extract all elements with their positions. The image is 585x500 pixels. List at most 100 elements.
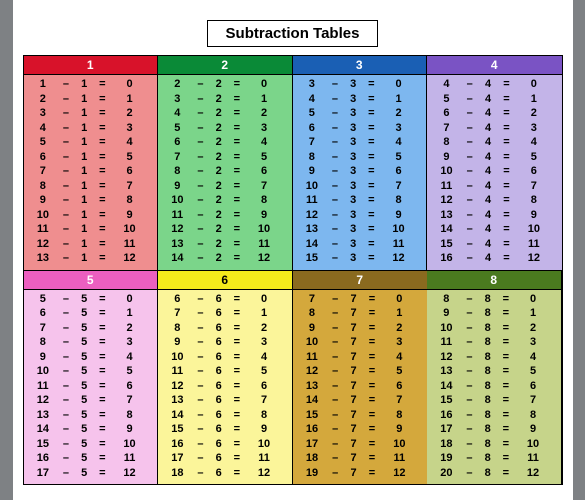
minuend: 8 xyxy=(299,150,326,165)
operator: – xyxy=(460,135,480,150)
subtrahend: 7 xyxy=(345,437,362,452)
result: 3 xyxy=(112,335,151,350)
minuend: 6 xyxy=(433,106,460,121)
minuend: 13 xyxy=(164,393,191,408)
subtrahend: 5 xyxy=(76,451,93,466)
table-row: 6–5=1 xyxy=(24,306,158,321)
result: 8 xyxy=(112,408,151,423)
table-row: 6–6=0 xyxy=(158,292,292,307)
table-row: 12–3=9 xyxy=(293,208,427,223)
result: 1 xyxy=(247,92,286,107)
equals: = xyxy=(497,251,517,266)
result: 4 xyxy=(247,135,286,150)
table-row: 6–1=5 xyxy=(24,150,158,165)
operator: – xyxy=(56,222,75,237)
table-row: 16–7=9 xyxy=(293,422,428,437)
table-row: 8–5=3 xyxy=(24,335,158,350)
panel-body: 7–7=08–7=19–7=210–7=311–7=412–7=513–7=61… xyxy=(293,290,428,485)
table-panel-4: 44–4=05–4=16–4=27–4=38–4=49–4=510–4=611–… xyxy=(427,56,562,270)
table-row: 9–8=1 xyxy=(427,306,561,321)
subtrahend: 4 xyxy=(480,179,497,194)
table-row: 14–5=9 xyxy=(24,422,158,437)
result: 0 xyxy=(112,292,151,307)
operator: – xyxy=(460,92,480,107)
operator: – xyxy=(56,437,75,452)
minuend: 16 xyxy=(433,408,460,423)
operator: – xyxy=(325,237,344,252)
minuend: 10 xyxy=(30,208,57,223)
equals: = xyxy=(93,393,112,408)
operator: – xyxy=(191,422,210,437)
result: 5 xyxy=(381,150,420,165)
result: 11 xyxy=(112,451,151,466)
subtrahend: 3 xyxy=(345,208,362,223)
operator: – xyxy=(191,179,210,194)
operator: – xyxy=(191,208,210,223)
equals: = xyxy=(362,306,382,321)
minuend: 11 xyxy=(433,335,460,350)
subtrahend: 5 xyxy=(76,335,93,350)
equals: = xyxy=(227,92,246,107)
result: 11 xyxy=(247,237,286,252)
table-row: 7–2=5 xyxy=(158,150,292,165)
subtrahend: 2 xyxy=(210,193,227,208)
minuend: 9 xyxy=(30,350,57,365)
operator: – xyxy=(56,379,75,394)
panel-header: 1 xyxy=(24,56,158,75)
operator: – xyxy=(191,379,210,394)
panel-header: 6 xyxy=(158,271,292,290)
table-row: 18–6=12 xyxy=(158,466,292,481)
result: 12 xyxy=(112,251,151,266)
equals: = xyxy=(227,422,246,437)
table-row: 13–8=5 xyxy=(427,364,561,379)
table-row: 12–8=4 xyxy=(427,350,561,365)
equals: = xyxy=(93,106,112,121)
table-row: 8–8=0 xyxy=(427,292,561,307)
equals: = xyxy=(227,466,246,481)
table-row: 4–3=1 xyxy=(293,92,427,107)
result: 8 xyxy=(247,408,286,423)
minuend: 5 xyxy=(30,135,57,150)
equals: = xyxy=(496,364,515,379)
minuend: 4 xyxy=(433,77,460,92)
subtrahend: 7 xyxy=(345,292,362,307)
subtrahend: 8 xyxy=(479,379,496,394)
subtrahend: 1 xyxy=(76,208,93,223)
operator: – xyxy=(56,179,75,194)
operator: – xyxy=(191,92,210,107)
subtrahend: 3 xyxy=(345,150,362,165)
equals: = xyxy=(362,179,381,194)
equals: = xyxy=(497,135,517,150)
equals: = xyxy=(496,335,515,350)
operator: – xyxy=(56,364,75,379)
minuend: 14 xyxy=(433,379,460,394)
minuend: 11 xyxy=(433,179,460,194)
operator: – xyxy=(325,193,344,208)
result: 7 xyxy=(247,393,286,408)
subtrahend: 3 xyxy=(345,222,362,237)
subtrahend: 6 xyxy=(210,379,227,394)
subtrahend: 4 xyxy=(480,150,497,165)
subtrahend: 8 xyxy=(479,393,496,408)
minuend: 11 xyxy=(30,379,57,394)
table-row: 11–8=3 xyxy=(427,335,561,350)
equals: = xyxy=(227,364,246,379)
subtrahend: 1 xyxy=(76,179,93,194)
subtrahend: 8 xyxy=(479,321,496,336)
table-row: 19–7=12 xyxy=(293,466,428,481)
operator: – xyxy=(56,237,75,252)
minuend: 13 xyxy=(433,208,460,223)
table-panel-3: 33–3=04–3=15–3=26–3=37–3=48–3=59–3=610–3… xyxy=(293,56,428,270)
equals: = xyxy=(496,408,515,423)
result: 6 xyxy=(112,379,151,394)
equals: = xyxy=(227,251,246,266)
subtrahend: 6 xyxy=(210,321,227,336)
result: 3 xyxy=(516,335,555,350)
result: 10 xyxy=(112,222,151,237)
minuend: 13 xyxy=(299,222,326,237)
operator: – xyxy=(56,121,75,136)
operator: – xyxy=(460,422,479,437)
subtrahend: 2 xyxy=(210,251,227,266)
equals: = xyxy=(227,77,246,92)
equals: = xyxy=(227,164,246,179)
